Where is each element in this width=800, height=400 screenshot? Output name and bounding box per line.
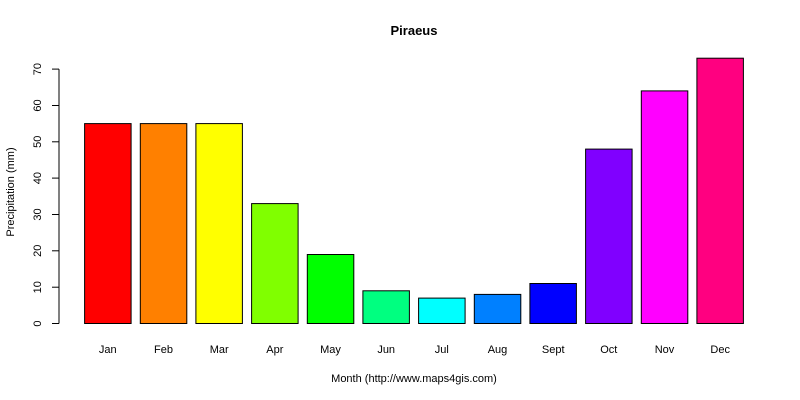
y-tick-label-0: 0 <box>32 320 44 326</box>
x-tick-apr: Apr <box>266 344 283 356</box>
bar-may <box>306 254 355 324</box>
x-tick-sept: Sept <box>542 344 565 356</box>
y-tick-label-30: 30 <box>32 208 44 220</box>
x-tick-jun: Jun <box>377 344 395 356</box>
y-tick-label-70: 70 <box>32 63 44 75</box>
y-tick-label-60: 60 <box>32 99 44 111</box>
x-tick-aug: Aug <box>488 344 508 356</box>
y-tick-label-40: 40 <box>32 172 44 184</box>
x-tick-dec: Dec <box>710 344 730 356</box>
bar-jun <box>362 290 410 324</box>
y-axis-label: Precipitation (mm) <box>5 147 17 236</box>
chart-title: Piraeus <box>391 23 438 38</box>
x-tick-mar: Mar <box>210 344 229 356</box>
bar-aug <box>473 293 522 324</box>
bar-oct <box>585 148 633 324</box>
bar-jan <box>84 123 132 324</box>
bar-nov <box>640 90 689 325</box>
bar-feb <box>139 123 188 324</box>
y-tick-label-10: 10 <box>32 281 44 293</box>
x-tick-labels: Jan Feb Mar Apr May Jun Jul Aug Sept Oct Nov Dec <box>99 344 731 356</box>
x-tick-may: May <box>320 344 341 356</box>
bar-dec <box>696 57 744 324</box>
y-tick-label-50: 50 <box>32 136 44 148</box>
x-tick-nov: Nov <box>655 344 675 356</box>
bar-sept <box>529 283 577 324</box>
x-tick-jul: Jul <box>435 344 449 356</box>
x-tick-feb: Feb <box>154 344 173 356</box>
x-axis-label: Month (http://www.maps4gis.com) <box>331 373 497 385</box>
bar-mar <box>195 123 243 324</box>
x-tick-oct: Oct <box>600 344 617 356</box>
y-tick-label-20: 20 <box>32 245 44 257</box>
bar-jul <box>418 297 466 325</box>
y-axis: 0 10 20 30 40 50 60 70 <box>32 63 60 327</box>
bars-group <box>84 57 744 325</box>
x-tick-jan: Jan <box>99 344 117 356</box>
bar-apr <box>251 203 299 325</box>
